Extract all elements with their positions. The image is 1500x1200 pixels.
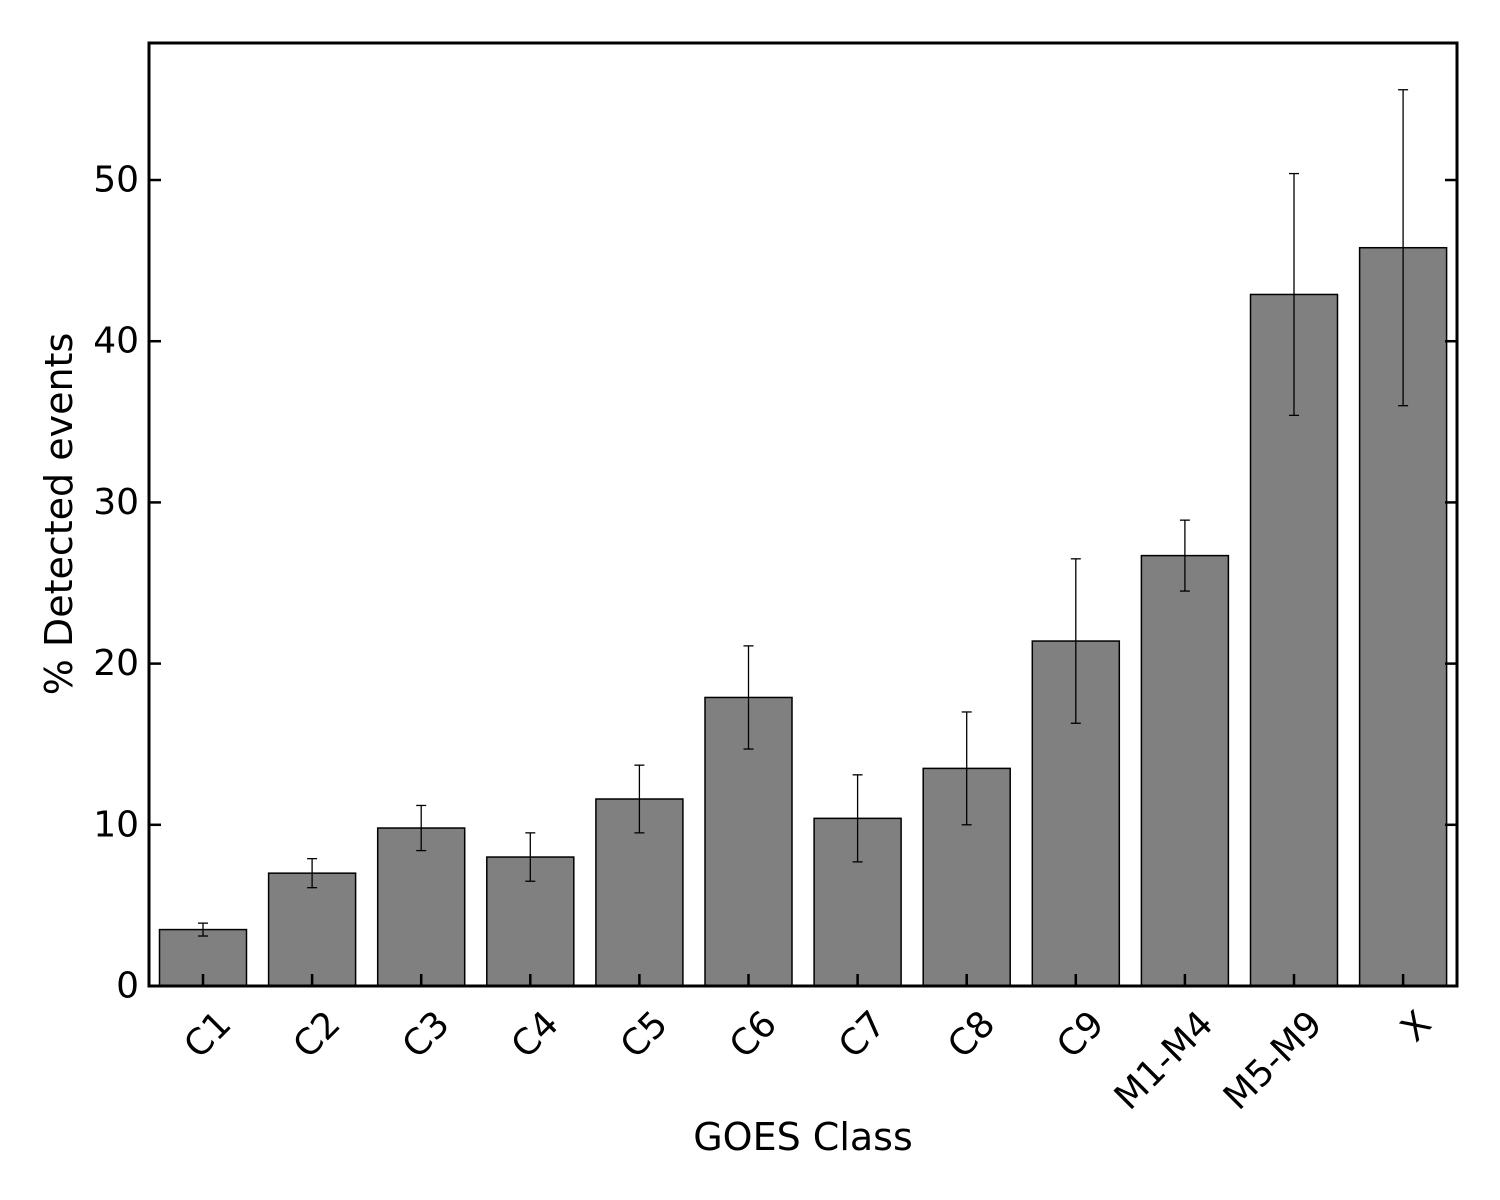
y-tick-label-10: 10: [93, 804, 139, 845]
x-tick-label-c7: C7: [831, 1003, 894, 1066]
error-bars-layer: [198, 89, 1409, 937]
x-tick-label-m5-m9: M5-M9: [1216, 1003, 1330, 1117]
error-bar-c6: [743, 645, 754, 750]
x-tick-label-c6: C6: [722, 1003, 785, 1066]
error-bar-c5: [634, 764, 645, 834]
error-bar-c8: [961, 711, 972, 826]
x-tick-label-c2: C2: [286, 1003, 349, 1066]
error-bar-c9: [1070, 558, 1081, 724]
error-bar-m1-m4: [1179, 519, 1190, 592]
error-bar-c3: [416, 804, 427, 852]
x-tick-label-c4: C4: [504, 1003, 567, 1066]
error-bar-c4: [525, 832, 536, 882]
y-tick-label-50: 50: [93, 160, 139, 201]
x-tick-label-c3: C3: [395, 1003, 458, 1066]
bars-layer: [158, 246, 1448, 987]
x-axis-label: GOES Class: [693, 1115, 913, 1159]
y-tick-label-40: 40: [93, 321, 139, 362]
bar-c2: [267, 872, 357, 987]
bar-c3: [376, 827, 466, 987]
error-bar-c1: [198, 922, 208, 937]
x-tick-label-c1: C1: [176, 1003, 239, 1066]
error-bar-c7: [852, 774, 863, 863]
x-tick-label-c9: C9: [1049, 1003, 1112, 1066]
x-tick-label-c8: C8: [940, 1003, 1003, 1066]
plot-frame: [147, 41, 1459, 988]
error-bar-m5-m9: [1289, 172, 1299, 417]
y-tick-label-30: 30: [93, 482, 139, 523]
y-axis-label: % Detected events: [37, 333, 81, 696]
x-tick-label-x: X: [1393, 1003, 1439, 1049]
y-tick-label-20: 20: [93, 643, 139, 684]
error-bar-x: [1398, 89, 1409, 407]
y-tick-label-0: 0: [116, 966, 139, 1007]
error-bar-c2: [307, 858, 318, 889]
y-tick-labels: 0 10 20 30 40 50: [93, 160, 139, 1007]
x-tick-label-c5: C5: [613, 1003, 676, 1066]
bar-m1-m4: [1140, 554, 1230, 987]
x-tick-label-m1-m4: M1-M4: [1107, 1003, 1221, 1117]
